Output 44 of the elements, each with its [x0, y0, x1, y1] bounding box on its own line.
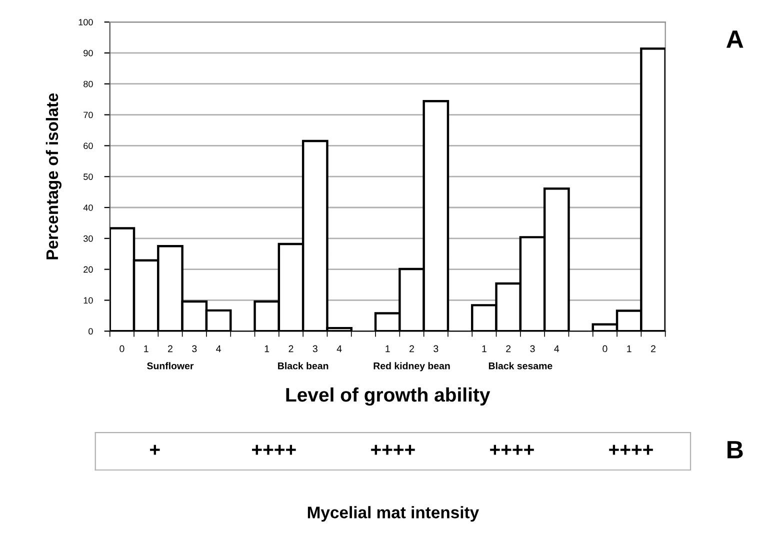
text: B — [728, 441, 743, 458]
y-tick-label: 40 — [83, 204, 93, 211]
y-tick-label: 90 — [84, 50, 93, 56]
y-tick-label: 0 — [88, 328, 93, 335]
text: Black bean — [278, 362, 328, 370]
x-tick-label: 2 — [506, 345, 511, 352]
category-label: ++++ — [371, 444, 415, 455]
text: Red kidney bean — [374, 362, 450, 372]
x-tick-label: 4 — [554, 345, 560, 352]
x-tick-label: 1 — [386, 345, 390, 352]
category-label: ++++ — [609, 444, 653, 455]
text: Mycelial mat intensity — [308, 506, 480, 522]
y-tick-label: 20 — [84, 266, 93, 273]
category-label: ++++ — [252, 444, 296, 455]
y-tick-label: 50 — [84, 174, 93, 180]
x-tick-label: 3 — [192, 345, 197, 352]
x-tick-label: 0 — [120, 345, 124, 352]
x-tick-label: 2 — [288, 345, 294, 352]
y-tick-label: 100 — [78, 19, 93, 26]
text: Black sesame — [488, 362, 552, 370]
y-tick-label: 10 — [84, 297, 93, 304]
y-tick-label: 60 — [84, 142, 93, 150]
y-tick-label: 70 — [84, 112, 93, 118]
category-label: + — [150, 444, 160, 455]
x-tick-label: 2 — [168, 345, 172, 352]
x-tick-label: 1 — [627, 345, 632, 352]
category-label: ++++ — [490, 444, 534, 455]
x-tick-label: 3 — [434, 345, 438, 352]
x-tick-label: 1 — [482, 345, 486, 352]
x-tick-label: 4 — [216, 345, 221, 352]
y-axis-title: Percentage of isolate — [46, 93, 62, 260]
x-tick-label: 1 — [264, 345, 270, 352]
x-tick-label: 2 — [651, 345, 656, 352]
x-axis-title: Level of growth ability — [286, 387, 490, 406]
x-tick-label: 1 — [144, 345, 148, 352]
y-tick-label: 30 — [84, 235, 93, 242]
x-tick-label: 3 — [312, 345, 318, 352]
text: Sunflower — [147, 362, 194, 370]
x-tick-label: 0 — [602, 345, 608, 352]
x-tick-label: 2 — [410, 345, 414, 352]
x-tick-label: 3 — [530, 345, 535, 352]
x-tick-label: 4 — [336, 345, 342, 352]
y-tick-label: 80 — [84, 80, 93, 88]
text: A — [726, 30, 744, 48]
